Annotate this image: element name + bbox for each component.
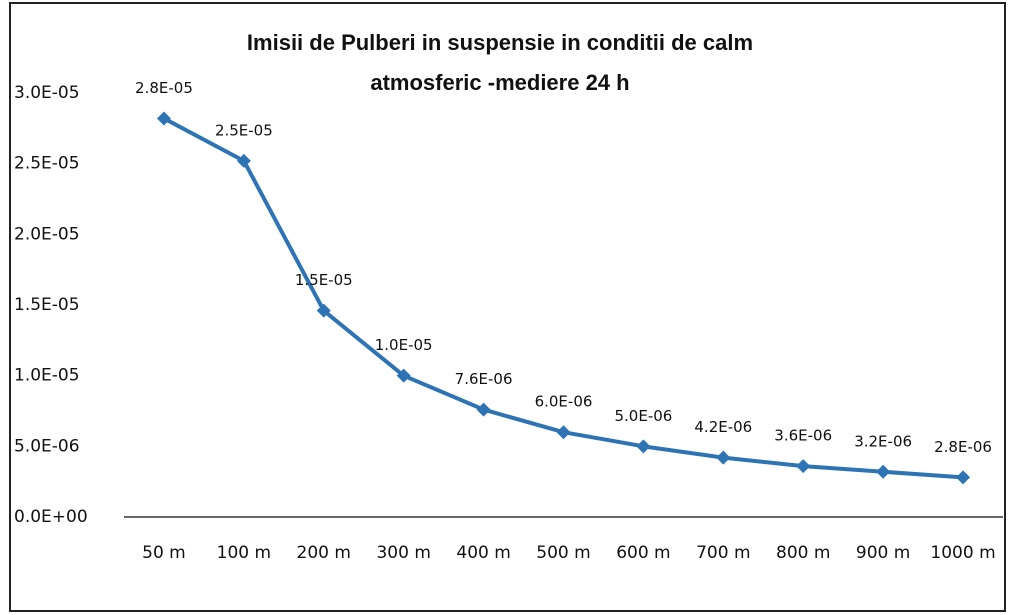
y-tick-label: 2.0E-05	[14, 224, 80, 244]
y-tick-label: 1.5E-05	[14, 295, 80, 315]
data-label: 2.8E-05	[135, 79, 193, 97]
y-tick-label: 5.0E-06	[14, 436, 80, 456]
x-tick-label: 200 m	[297, 543, 351, 563]
data-point	[956, 470, 971, 485]
data-label: 4.2E-06	[694, 418, 752, 436]
y-tick-label: 1.0E-05	[14, 366, 80, 386]
x-tick-label: 300 m	[376, 543, 430, 563]
x-tick-label: 500 m	[536, 543, 590, 563]
x-tick-label: 700 m	[696, 543, 750, 563]
data-label: 6.0E-06	[535, 393, 593, 411]
data-label: 5.0E-06	[614, 407, 672, 425]
data-point	[156, 111, 171, 126]
data-point	[476, 402, 491, 417]
y-tick-label: 2.5E-05	[14, 154, 80, 174]
data-point	[796, 459, 811, 474]
data-point	[396, 368, 411, 383]
x-tick-label: 1000 m	[930, 543, 995, 563]
x-tick-label: 100 m	[217, 543, 271, 563]
data-label: 3.6E-06	[774, 427, 832, 445]
x-tick-label: 900 m	[856, 543, 910, 563]
data-point	[556, 425, 571, 440]
data-point	[636, 439, 651, 454]
data-point	[876, 464, 891, 479]
x-tick-label: 400 m	[456, 543, 510, 563]
data-point	[236, 153, 251, 168]
chart-title: Imisii de Pulberi in suspensie in condit…	[247, 30, 753, 55]
data-label: 1.5E-05	[295, 271, 353, 289]
data-label: 3.2E-06	[854, 432, 912, 450]
data-point	[716, 450, 731, 465]
x-tick-label: 800 m	[776, 543, 830, 563]
x-tick-label: 600 m	[616, 543, 670, 563]
y-tick-label: 3.0E-05	[14, 83, 80, 103]
y-tick-label: 0.0E+00	[14, 507, 88, 527]
frame	[9, 2, 1006, 612]
chart-title: atmosferic -mediere 24 h	[370, 70, 629, 95]
x-tick-label: 50 m	[142, 543, 186, 563]
series-line	[163, 116, 964, 480]
data-label: 2.8E-06	[934, 438, 992, 456]
data-label: 7.6E-06	[455, 370, 513, 388]
data-label: 1.0E-05	[375, 336, 433, 354]
data-point	[316, 303, 331, 318]
data-label: 2.5E-05	[215, 121, 273, 139]
